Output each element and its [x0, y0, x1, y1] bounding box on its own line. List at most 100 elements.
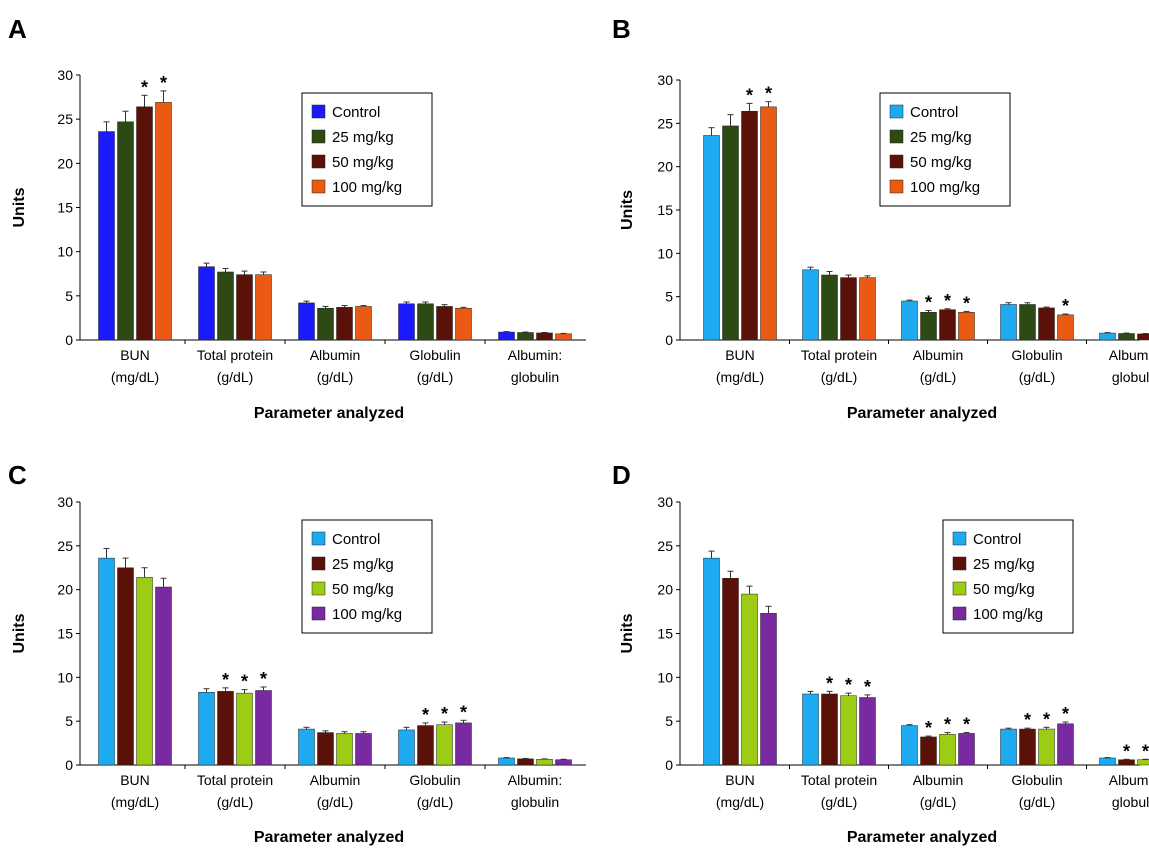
legend-label: 50 mg/kg: [910, 154, 972, 171]
bar: [317, 307, 334, 341]
y-tick-label: 10: [57, 244, 73, 260]
x-tick-label: (mg/dL): [716, 794, 764, 810]
x-axis-title: Parameter analyzed: [254, 829, 404, 846]
significance-marker: *: [1043, 709, 1050, 729]
legend-swatch: [952, 556, 967, 571]
y-tick-label: 0: [665, 757, 673, 773]
legend-label: 50 mg/kg: [973, 581, 1035, 598]
bar: [217, 691, 234, 766]
y-tick-label: 20: [57, 582, 73, 598]
chart-panel-a: A 0 5 10 15 20 25 30 Units Parameter analyzed BUN (…: [8, 14, 586, 422]
y-tick-label: 30: [57, 67, 73, 83]
bar: [198, 691, 215, 766]
y-tick-label: 25: [657, 538, 673, 554]
legend-label: 100 mg/kg: [332, 606, 402, 623]
legend-label: 25 mg/kg: [910, 129, 972, 146]
significance-marker: *: [1062, 296, 1069, 316]
significance-marker: *: [222, 670, 229, 690]
bar: [1019, 304, 1036, 341]
legend-swatch: [311, 581, 326, 596]
x-tick-label: (g/dL): [1019, 794, 1056, 810]
y-tick-label: 0: [65, 332, 73, 348]
y-tick-label: 30: [57, 494, 73, 510]
legend-swatch: [311, 556, 326, 571]
x-tick-label: Globulin: [1011, 772, 1062, 788]
bar: [136, 106, 153, 341]
y-tick-label: 15: [57, 200, 73, 216]
significance-marker: *: [925, 718, 932, 738]
legend-label: 25 mg/kg: [973, 556, 1035, 573]
bar: [722, 578, 739, 766]
bar: [336, 307, 353, 341]
x-tick-label: globulin: [1112, 369, 1149, 385]
x-tick-label: (g/dL): [1019, 369, 1056, 385]
x-axis-title: Parameter analyzed: [254, 405, 404, 422]
x-tick-label: Albumin:: [508, 347, 562, 363]
bar: [455, 307, 472, 341]
legend: Control 25 mg/kg 50 mg/kg 100 mg/kg: [301, 92, 433, 207]
bar: [255, 274, 272, 341]
x-tick-label: (g/dL): [920, 794, 957, 810]
bar: [117, 567, 134, 766]
y-tick-label: 0: [65, 757, 73, 773]
x-tick-label: (g/dL): [821, 369, 858, 385]
bar: [1019, 728, 1036, 766]
legend-label: Control: [910, 104, 958, 121]
significance-marker: *: [260, 669, 267, 689]
significance-marker: *: [422, 705, 429, 725]
bar: [920, 736, 937, 766]
bar: [517, 758, 534, 766]
bar: [840, 695, 857, 766]
significance-marker: *: [826, 673, 833, 693]
x-tick-label: Globulin: [409, 347, 460, 363]
significance-marker: *: [160, 73, 167, 93]
x-tick-label: BUN: [120, 347, 150, 363]
significance-marker: *: [765, 84, 772, 104]
x-tick-label: (g/dL): [217, 794, 254, 810]
bar: [355, 733, 372, 766]
x-tick-label: (mg/dL): [111, 369, 159, 385]
panel-letter: C: [8, 460, 27, 490]
bar: [136, 577, 153, 766]
bar: [920, 312, 937, 341]
bar: [1057, 314, 1074, 341]
significance-marker: *: [460, 702, 467, 722]
x-tick-label: BUN: [725, 772, 755, 788]
x-tick-label: (g/dL): [821, 794, 858, 810]
bar: [1038, 728, 1055, 766]
bar: [155, 586, 172, 766]
bar: [98, 131, 115, 341]
bar: [536, 332, 553, 341]
y-tick-label: 20: [657, 582, 673, 598]
y-tick-label: 15: [657, 626, 673, 642]
bar: [298, 302, 315, 341]
x-axis-title: Parameter analyzed: [847, 829, 997, 846]
bar: [802, 693, 819, 766]
significance-marker: *: [1024, 710, 1031, 730]
bar: [198, 266, 215, 341]
x-tick-label: Globulin: [409, 772, 460, 788]
x-tick-label: globulin: [511, 369, 559, 385]
bar: [317, 732, 334, 766]
bar: [398, 303, 415, 341]
legend-label: Control: [973, 531, 1021, 548]
bar: [1118, 333, 1135, 341]
bar: [1137, 333, 1149, 341]
x-tick-label: BUN: [725, 347, 755, 363]
chart-panel-c: C 0 5 10 15 20 25 30 Units Parameter analyzed BUN (…: [8, 460, 586, 846]
panel-letter: A: [8, 14, 27, 44]
bar: [98, 557, 115, 766]
legend-label: Control: [332, 104, 380, 121]
bar: [355, 306, 372, 341]
bar: [555, 759, 572, 766]
chart-panel-d: D 0 5 10 15 20 25 30 Units Parameter analyzed BUN (…: [612, 460, 1149, 846]
x-tick-label: (mg/dL): [716, 369, 764, 385]
significance-marker: *: [241, 672, 248, 692]
y-tick-label: 5: [665, 289, 673, 305]
significance-marker: *: [1142, 741, 1149, 761]
x-tick-label: Albumin: [310, 772, 361, 788]
x-tick-label: globulin: [1112, 794, 1149, 810]
panel-letter: D: [612, 460, 631, 490]
legend-swatch: [889, 104, 904, 119]
legend-swatch: [889, 129, 904, 144]
